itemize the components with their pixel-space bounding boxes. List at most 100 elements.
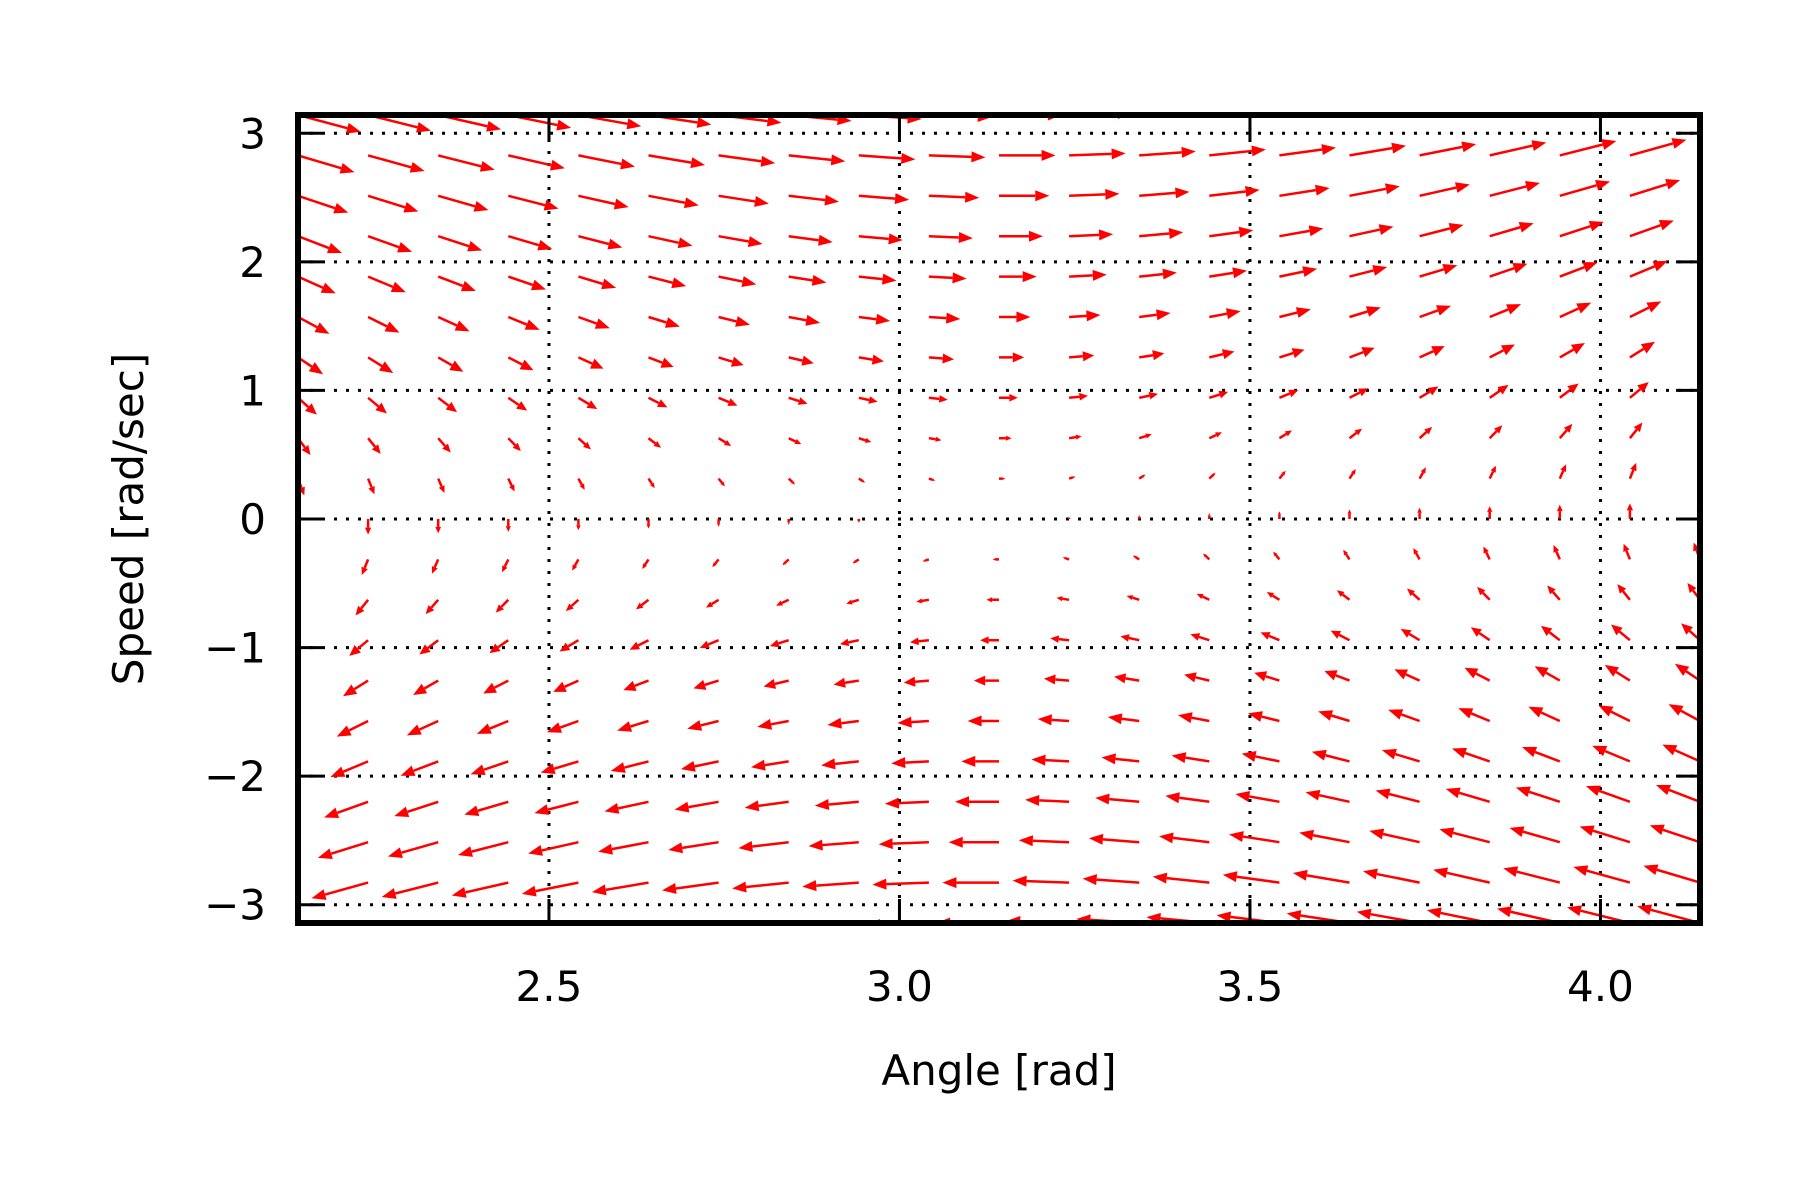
vector-arrow: [437, 437, 451, 453]
vector-arrow: [1349, 142, 1407, 157]
vector-arrow: [961, 755, 1000, 767]
vector-arrow: [928, 353, 955, 364]
vector-arrow: [662, 881, 719, 894]
vector-arrow: [788, 234, 833, 246]
vector-arrow: [495, 598, 510, 613]
vector-arrow: [1241, 751, 1280, 763]
vector-arrow: [577, 396, 598, 410]
vector-arrow: [1487, 506, 1493, 519]
vector-arrow: [367, 356, 394, 374]
vector-arrow: [1419, 346, 1445, 359]
vector-arrow: [1330, 630, 1351, 642]
vector-arrow: [967, 715, 1000, 727]
vector-arrow: [540, 760, 579, 774]
vector-arrow: [744, 800, 789, 812]
vector-arrow: [1069, 148, 1126, 160]
vector-arrow: [437, 356, 464, 372]
vector-arrow: [400, 760, 439, 776]
vector-arrow: [1643, 864, 1700, 884]
vector-arrow: [437, 315, 470, 332]
vector-arrow: [1139, 228, 1184, 239]
vector-arrow: [437, 396, 458, 413]
vector-arrow: [1419, 223, 1464, 238]
vector-arrow: [1699, 154, 1700, 156]
vector-arrow: [1433, 867, 1490, 884]
vector-arrow: [757, 718, 789, 730]
vector-arrow: [1559, 262, 1598, 278]
vector-arrow: [1196, 593, 1210, 601]
vector-arrow: [827, 717, 859, 729]
vector-arrow: [1171, 752, 1210, 764]
vector-arrow: [1139, 268, 1177, 280]
vector-arrow: [298, 235, 342, 254]
vector-arrow: [1177, 712, 1210, 724]
vector-arrow: [1464, 667, 1491, 682]
vector-arrow: [1025, 794, 1070, 806]
vector-arrow: [367, 275, 406, 293]
vector-arrow: [699, 639, 720, 649]
vector-arrow: [1139, 309, 1171, 321]
vector-arrow: [712, 558, 720, 568]
vector-arrow: [1349, 306, 1381, 319]
vector-arrow: [1082, 874, 1140, 886]
vector-arrow: [647, 477, 655, 489]
vector-arrow: [858, 396, 878, 404]
vector-arrow: [648, 194, 699, 209]
vector-arrow: [604, 800, 649, 814]
vector-arrow: [846, 598, 860, 605]
vector-arrow: [998, 271, 1037, 283]
vector-arrow: [788, 194, 839, 206]
vector-arrow: [578, 154, 635, 170]
vector-arrow: [647, 396, 668, 408]
vector-arrow: [419, 639, 439, 655]
vector-arrow: [998, 149, 1056, 161]
vector-arrow: [1260, 632, 1280, 642]
vector-arrow: [1278, 389, 1299, 399]
y-axis-title: Speed [rad/sec]: [104, 353, 153, 685]
vector-arrow: [464, 800, 509, 817]
vector-arrow: [992, 558, 1000, 561]
vector-arrow: [1503, 866, 1561, 884]
vector-arrow: [413, 679, 439, 695]
vector-arrow: [1629, 179, 1681, 197]
vector-arrow: [521, 881, 579, 897]
vector-arrow: [782, 558, 790, 566]
vector-arrow: [367, 437, 381, 454]
vector-arrow: [1489, 344, 1515, 359]
vector-arrow: [1668, 704, 1700, 723]
vector-arrow: [1559, 180, 1611, 198]
vector-arrow: [1388, 709, 1421, 723]
vector-arrow: [776, 598, 790, 606]
vector-arrow: [1458, 708, 1491, 723]
vector-arrow: [367, 315, 400, 333]
vector-arrow: [1375, 788, 1420, 804]
vector-arrow: [437, 478, 445, 493]
vector-arrow: [1629, 341, 1656, 359]
vector-arrow: [858, 477, 866, 483]
vector-arrow: [1489, 263, 1528, 278]
x-tick-label: 2.5: [516, 962, 583, 1011]
vector-arrow: [1418, 426, 1433, 440]
vector-arrow: [1208, 390, 1229, 399]
vector-arrow: [1318, 710, 1350, 723]
vector-arrow: [642, 558, 650, 569]
vector-arrow: [1114, 673, 1140, 684]
vector-arrow: [559, 639, 580, 652]
vector-arrow: [839, 638, 860, 647]
vector-arrow: [1095, 793, 1140, 805]
vector-arrow: [1540, 625, 1561, 642]
vector-arrow: [311, 881, 369, 900]
vector-arrow: [717, 477, 725, 487]
vector-arrow: [361, 558, 370, 576]
vector-arrow: [1439, 827, 1491, 844]
vector-arrow: [298, 315, 330, 334]
vector-arrow: [591, 881, 649, 896]
vector-arrow: [367, 154, 425, 173]
vector-arrow: [1363, 868, 1420, 884]
vector-arrow: [1101, 753, 1140, 765]
vector-arrow: [553, 679, 579, 692]
vector-arrow: [1349, 224, 1394, 238]
vector-arrow: [1137, 515, 1141, 519]
vector-arrow: [298, 356, 324, 375]
vector-field: [298, 115, 1700, 923]
